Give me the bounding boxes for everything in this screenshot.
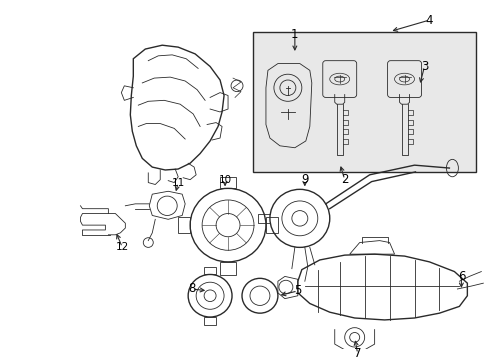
- Text: 8: 8: [188, 283, 195, 296]
- Text: 5: 5: [294, 284, 301, 297]
- Text: 9: 9: [301, 173, 308, 186]
- Text: 1: 1: [290, 28, 298, 41]
- Text: 3: 3: [420, 60, 427, 73]
- Text: 7: 7: [353, 347, 361, 360]
- Text: 12: 12: [116, 242, 129, 252]
- Text: 10: 10: [218, 175, 231, 185]
- Text: 11: 11: [171, 177, 184, 188]
- Text: 4: 4: [425, 14, 432, 27]
- Text: 2: 2: [340, 173, 348, 186]
- Bar: [252, 32, 475, 172]
- Text: 6: 6: [457, 270, 464, 283]
